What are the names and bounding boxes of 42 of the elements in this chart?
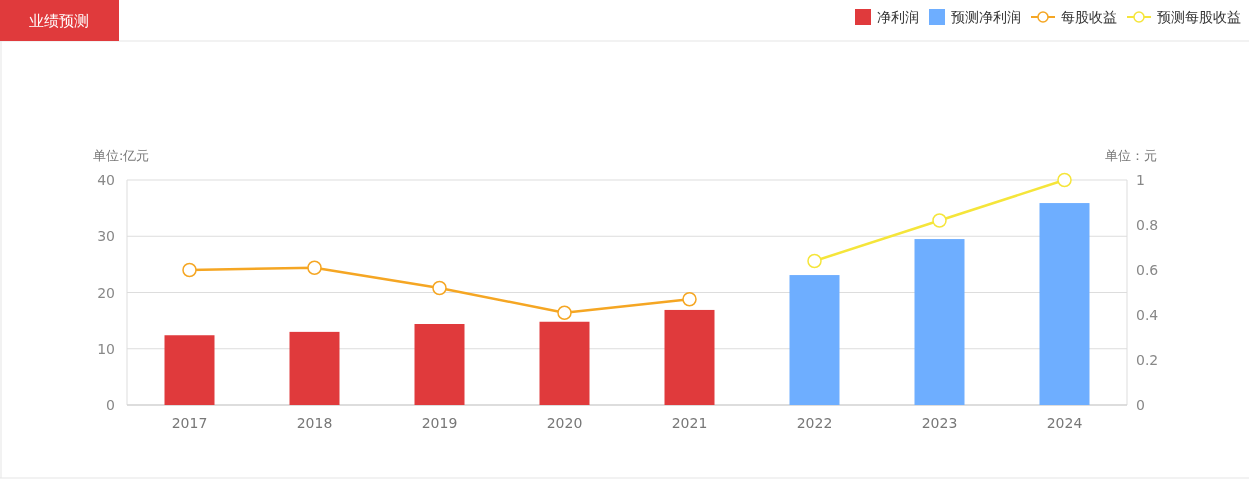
y2-tick-label: 0	[1136, 397, 1145, 413]
bar	[664, 309, 715, 405]
x-tick-label: 2020	[546, 415, 583, 431]
y-tick-label: 10	[97, 340, 115, 357]
legend-label: 预测每股收益	[1157, 9, 1241, 25]
bar	[164, 335, 215, 405]
x-tick-label: 2023	[921, 415, 958, 431]
bar	[1039, 203, 1090, 405]
y2-tick-label: 0.6	[1136, 262, 1159, 278]
y-tick-label: 30	[97, 228, 115, 245]
x-tick-label: 2022	[796, 415, 833, 431]
y2-tick-label: 0.8	[1136, 217, 1159, 233]
bar	[289, 331, 340, 405]
point	[432, 280, 447, 296]
legend-label: 预测净利润	[951, 9, 1021, 25]
bar	[914, 239, 965, 405]
y2-tick-label: 0.2	[1136, 352, 1159, 368]
y2-axis-title: 单位：元	[1105, 148, 1157, 163]
y-tick-label: 40	[97, 172, 115, 188]
point	[682, 292, 697, 307]
x-tick-label: 2021	[671, 415, 708, 431]
point	[557, 305, 572, 320]
point	[932, 213, 947, 228]
point	[307, 260, 322, 275]
legend-label: 净利润	[877, 9, 919, 25]
chart-title: 业绩预测	[29, 12, 89, 30]
point	[807, 253, 822, 269]
x-tick-label: 2019	[421, 415, 458, 431]
point	[1057, 172, 1072, 188]
bar	[789, 275, 840, 405]
y2-tick-label: 1	[1136, 172, 1145, 188]
y-tick-label: 20	[97, 284, 115, 301]
x-tick-label: 2018	[296, 415, 333, 431]
point	[182, 262, 197, 278]
y-axis-title: 单位:亿元	[93, 148, 150, 163]
bar	[539, 321, 590, 405]
bar	[414, 324, 465, 405]
x-tick-label: 2017	[171, 415, 208, 431]
y-tick-label: 0	[106, 397, 115, 413]
y2-tick-label: 0.4	[1136, 307, 1159, 323]
x-tick-label: 2024	[1046, 415, 1083, 431]
legend-label: 每股收益	[1061, 9, 1117, 25]
